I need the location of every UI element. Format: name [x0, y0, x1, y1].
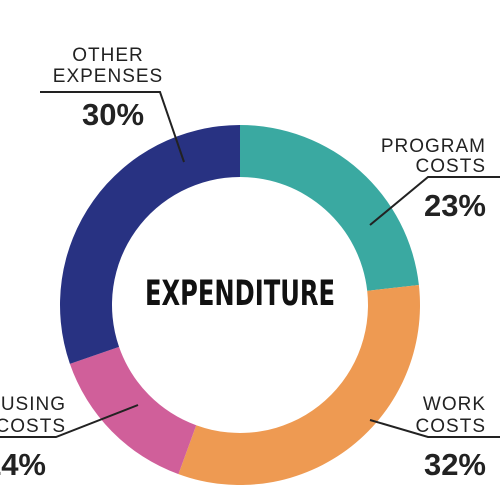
slice-value-0: 23% — [424, 188, 486, 223]
slice-value-3: 30% — [82, 97, 144, 132]
slice-labels: PROGRAMCOSTS23%WORKCOSTS32%HOUSINGCOSTS1… — [0, 45, 486, 482]
leader-line-0 — [369, 176, 500, 226]
slice-value-1: 32% — [424, 447, 486, 482]
slice-label-1-line-0: WORK — [423, 394, 486, 415]
donut-slice-1 — [178, 285, 421, 485]
leader-lines — [0, 91, 500, 438]
slice-label-3-line-0: OTHER — [72, 45, 144, 66]
donut-slice-3 — [59, 125, 241, 364]
slice-label-1-line-1: COSTS — [416, 416, 486, 437]
donut-slice-0 — [240, 125, 419, 291]
leader-line-3 — [40, 91, 185, 163]
slice-value-2: 14% — [0, 447, 46, 482]
donut-ring — [59, 125, 421, 485]
slice-label-2-line-1: COSTS — [0, 416, 66, 437]
donut-slice-2 — [69, 346, 197, 475]
slice-label-3-line-1: EXPENSES — [53, 66, 163, 87]
slice-label-2-line-0: HOUSING — [0, 394, 66, 415]
chart-title: EXPENDITURE — [145, 274, 335, 314]
leader-line-2 — [0, 404, 139, 438]
slice-label-0-line-0: PROGRAM — [381, 136, 486, 157]
leader-line-1 — [369, 419, 500, 438]
slice-label-0-line-1: COSTS — [416, 156, 486, 177]
